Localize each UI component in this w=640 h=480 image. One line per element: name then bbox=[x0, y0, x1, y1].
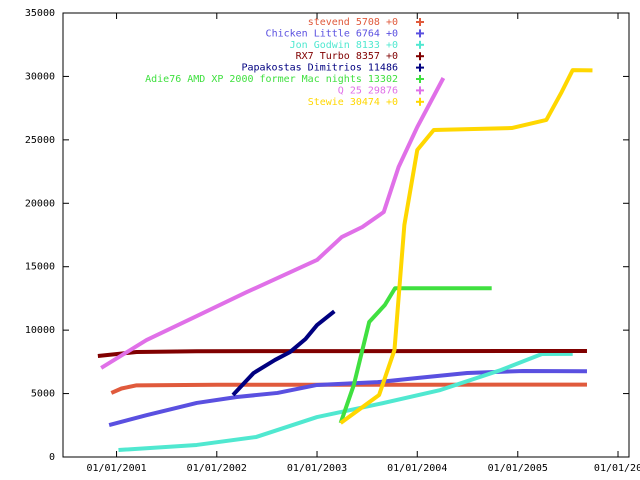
legend-label: RX7 Turbo 8357 +0 bbox=[296, 51, 398, 62]
legend-label: Adie76 AMD XP 2000 former Mac nights 133… bbox=[145, 74, 398, 85]
x-tick-label: 01/01/2001 bbox=[86, 463, 146, 474]
legend-label: stevend 5708 +0 bbox=[308, 17, 398, 28]
series-line bbox=[108, 368, 587, 427]
y-tick-label: 0 bbox=[49, 452, 55, 463]
legend-label: Jon Godwin 8133 +0 bbox=[290, 40, 398, 51]
legend-label: Chicken Little 6764 +0 bbox=[266, 28, 398, 39]
series-line bbox=[118, 351, 573, 453]
x-tick-label: 01/01/2004 bbox=[387, 463, 447, 474]
x-tick-label: 01/01/2005 bbox=[488, 463, 548, 474]
y-tick-label: 15000 bbox=[25, 262, 55, 273]
x-tick-label: 01/01/2003 bbox=[287, 463, 347, 474]
y-tick-label: 25000 bbox=[25, 135, 55, 146]
legend-label: Q 25 29876 bbox=[338, 85, 398, 96]
series-line bbox=[97, 348, 587, 359]
y-tick-label: 20000 bbox=[25, 198, 55, 209]
x-tick-label: 01/01/20 bbox=[594, 463, 640, 474]
plot-frame bbox=[62, 12, 630, 458]
series-line bbox=[100, 77, 446, 370]
series-line bbox=[231, 309, 336, 397]
y-tick-label: 30000 bbox=[25, 71, 55, 82]
y-tick-label: 10000 bbox=[25, 325, 55, 336]
series-line bbox=[339, 68, 593, 425]
series-line bbox=[110, 382, 587, 395]
y-tick-label: 5000 bbox=[31, 389, 55, 400]
legend-label: Stewie 30474 +0 bbox=[308, 97, 398, 108]
legend-label: Papakostas Dimitrios 11486 bbox=[241, 63, 398, 74]
x-tick-label: 01/01/2002 bbox=[187, 463, 247, 474]
series-line bbox=[338, 286, 492, 424]
y-tick-label: 35000 bbox=[25, 8, 55, 19]
